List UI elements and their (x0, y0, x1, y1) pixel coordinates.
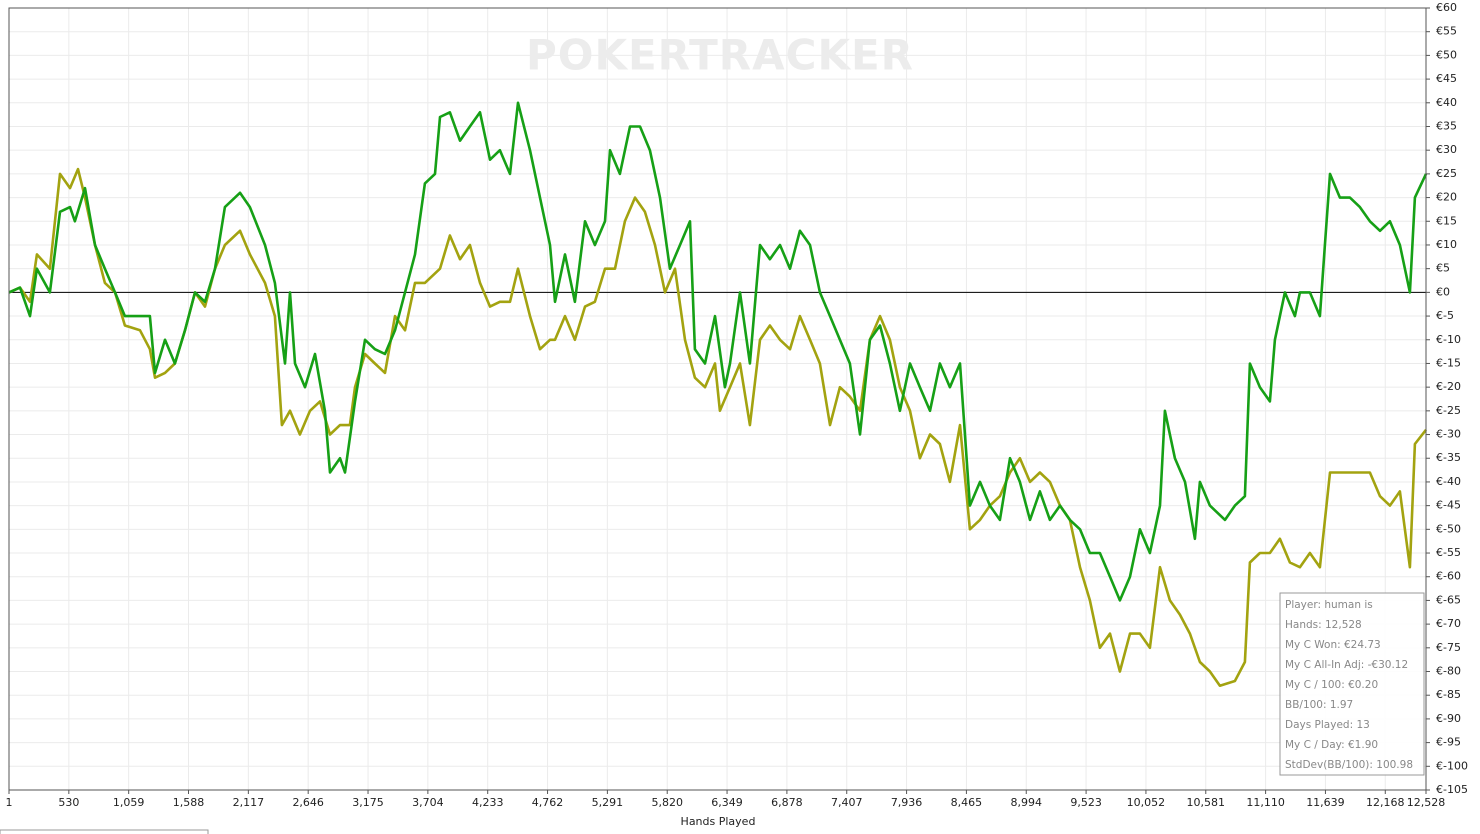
x-tick-label: 1,059 (113, 796, 145, 809)
x-tick-label: 1 (6, 796, 13, 809)
x-tick-label: 12,168 (1366, 796, 1405, 809)
series-line (8, 101, 1428, 602)
y-tick-label: €-20 (1436, 380, 1461, 393)
y-tick-label: €-90 (1436, 712, 1461, 725)
x-tick-label: 2,117 (233, 796, 265, 809)
x-tick-label: 11,639 (1306, 796, 1345, 809)
stats-line: Hands: 12,528 (1285, 619, 1362, 631)
y-tick-label: €20 (1436, 191, 1457, 204)
stats-box (1279, 592, 1425, 776)
x-tick-label: 9,523 (1070, 796, 1102, 809)
stats-line: My C / Day: €1.90 (1285, 739, 1378, 751)
x-tick-label: 4,762 (532, 796, 564, 809)
y-tick-label: €50 (1436, 48, 1457, 61)
x-tick-label: 4,233 (472, 796, 504, 809)
stats-line: StdDev(BB/100): 100.98 (1285, 759, 1413, 771)
y-tick-label: €-85 (1436, 688, 1461, 701)
x-tick-label: 8,994 (1010, 796, 1042, 809)
stats-line: My C / 100: €0.20 (1285, 679, 1378, 691)
y-tick-label: €-95 (1436, 736, 1461, 749)
stats-line: My C Won: €24.73 (1285, 639, 1381, 651)
y-tick-label: €-100 (1436, 759, 1468, 772)
y-tick-label: €-75 (1436, 641, 1461, 654)
y-tick-label: €-105 (1436, 783, 1468, 796)
y-tick-label: €-40 (1436, 475, 1461, 488)
x-tick-label: 7,936 (891, 796, 923, 809)
y-tick-label: €0 (1436, 285, 1450, 298)
y-tick-label: €-45 (1436, 499, 1461, 512)
stats-line: Player: human is (1285, 599, 1373, 611)
x-tick-label: 7,407 (831, 796, 863, 809)
y-tick-label: €-35 (1436, 451, 1461, 464)
series-line (8, 167, 1428, 687)
plot-frame (8, 7, 1427, 791)
y-tick-label: €45 (1436, 72, 1457, 85)
x-tick-label: 5,291 (592, 796, 624, 809)
x-tick-label: 6,878 (771, 796, 803, 809)
y-tick-label: €10 (1436, 238, 1457, 251)
y-tick-label: €-10 (1436, 333, 1461, 346)
stats-line: My C All-In Adj: -€30.12 (1285, 659, 1408, 671)
y-tick-label: €-60 (1436, 570, 1461, 583)
stats-lines: Player: human is Hands: 12,528 My C Won: €… (1285, 599, 1413, 771)
x-tick-label: 12,528 (1407, 796, 1446, 809)
scroll-bar (0, 829, 209, 834)
x-axis-label: Hands Played (681, 815, 756, 828)
y-tick-label: €-30 (1436, 428, 1461, 441)
x-tick-label: 8,465 (951, 796, 983, 809)
x-tick-label: 10,052 (1127, 796, 1166, 809)
y-tick-label: €-70 (1436, 617, 1461, 630)
x-tick-label: 5,820 (651, 796, 683, 809)
y-tick-label: €15 (1436, 214, 1457, 227)
x-tick-label: 11,110 (1246, 796, 1285, 809)
lines (8, 101, 1428, 687)
stats-line: BB/100: 1.97 (1285, 699, 1353, 711)
y-tick-label: €-65 (1436, 593, 1461, 606)
y-tick-label: €-55 (1436, 546, 1461, 559)
x-tick-label: 6,349 (711, 796, 743, 809)
y-tick-label: €55 (1436, 25, 1457, 38)
y-tick-label: €35 (1436, 119, 1457, 132)
y-tick-label: €-25 (1436, 404, 1461, 417)
y-tick-label: €60 (1436, 1, 1457, 14)
y-tick-label: €-50 (1436, 522, 1461, 535)
x-tick-label: 530 (58, 796, 79, 809)
y-tick-label: €30 (1436, 143, 1457, 156)
y-tick-label: €-5 (1436, 309, 1454, 322)
y-tick-label: €40 (1436, 96, 1457, 109)
y-tick-label: €-80 (1436, 665, 1461, 678)
watermark: POKERTRACKER (526, 31, 914, 80)
x-tick-label: 2,646 (292, 796, 324, 809)
x-tick-label: 1,588 (173, 796, 205, 809)
y-tick-label: €5 (1436, 262, 1450, 275)
x-tick-label: 3,704 (412, 796, 444, 809)
stats-line: Days Played: 13 (1285, 719, 1370, 731)
y-tick-label: €25 (1436, 167, 1457, 180)
y-tick-label: €-15 (1436, 356, 1461, 369)
x-tick-label: 3,175 (352, 796, 384, 809)
x-tick-label: 10,581 (1187, 796, 1226, 809)
